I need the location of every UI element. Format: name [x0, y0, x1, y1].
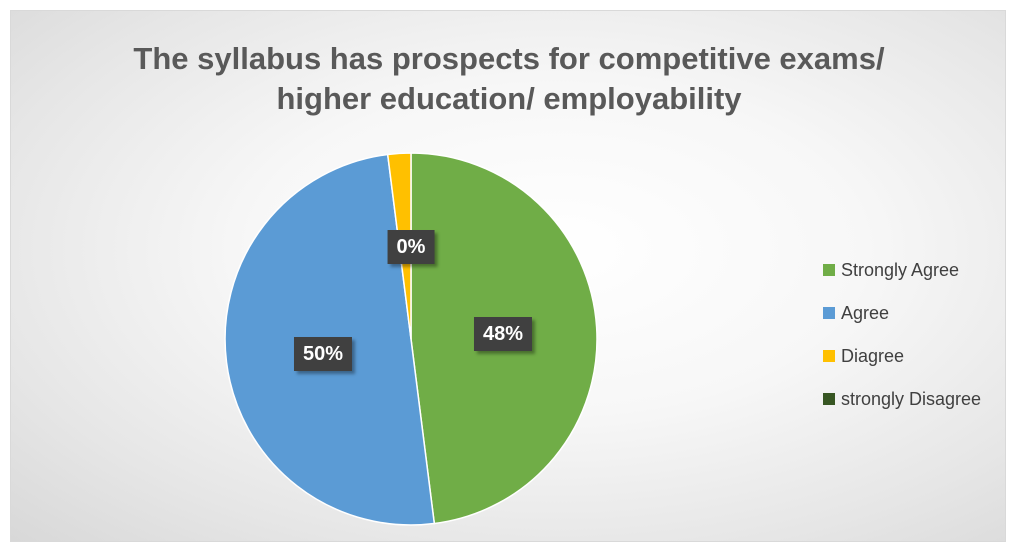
- chart-area: The syllabus has prospects for competiti…: [10, 10, 1006, 542]
- legend-item-diagree: Diagree: [823, 345, 981, 367]
- legend-item-agree: Agree: [823, 302, 981, 324]
- legend: Strongly Agree Agree Diagree strongly Di…: [823, 259, 981, 431]
- legend-label: Diagree: [841, 345, 905, 366]
- legend-label: Strongly Agree: [841, 259, 960, 280]
- legend-label: Agree: [841, 302, 890, 323]
- chart-title-line-1: The syllabus has prospects for competiti…: [133, 41, 885, 76]
- legend-label: strongly Disagree: [841, 388, 982, 409]
- data-label-diagree: 0%: [387, 230, 435, 264]
- data-label-strongly-agree: 48%: [473, 317, 533, 351]
- legend-swatch: [823, 307, 835, 319]
- legend-swatch: [823, 264, 835, 276]
- legend-item-strongly-disagree: strongly Disagree: [823, 388, 981, 410]
- chart-title-line-2: higher education/ employability: [276, 81, 742, 116]
- data-label-agree: 50%: [293, 337, 353, 371]
- legend-swatch: [823, 393, 835, 405]
- legend-swatch: [823, 350, 835, 362]
- legend-item-strongly-agree: Strongly Agree: [823, 259, 981, 281]
- chart-title: The syllabus has prospects for competiti…: [11, 39, 1007, 119]
